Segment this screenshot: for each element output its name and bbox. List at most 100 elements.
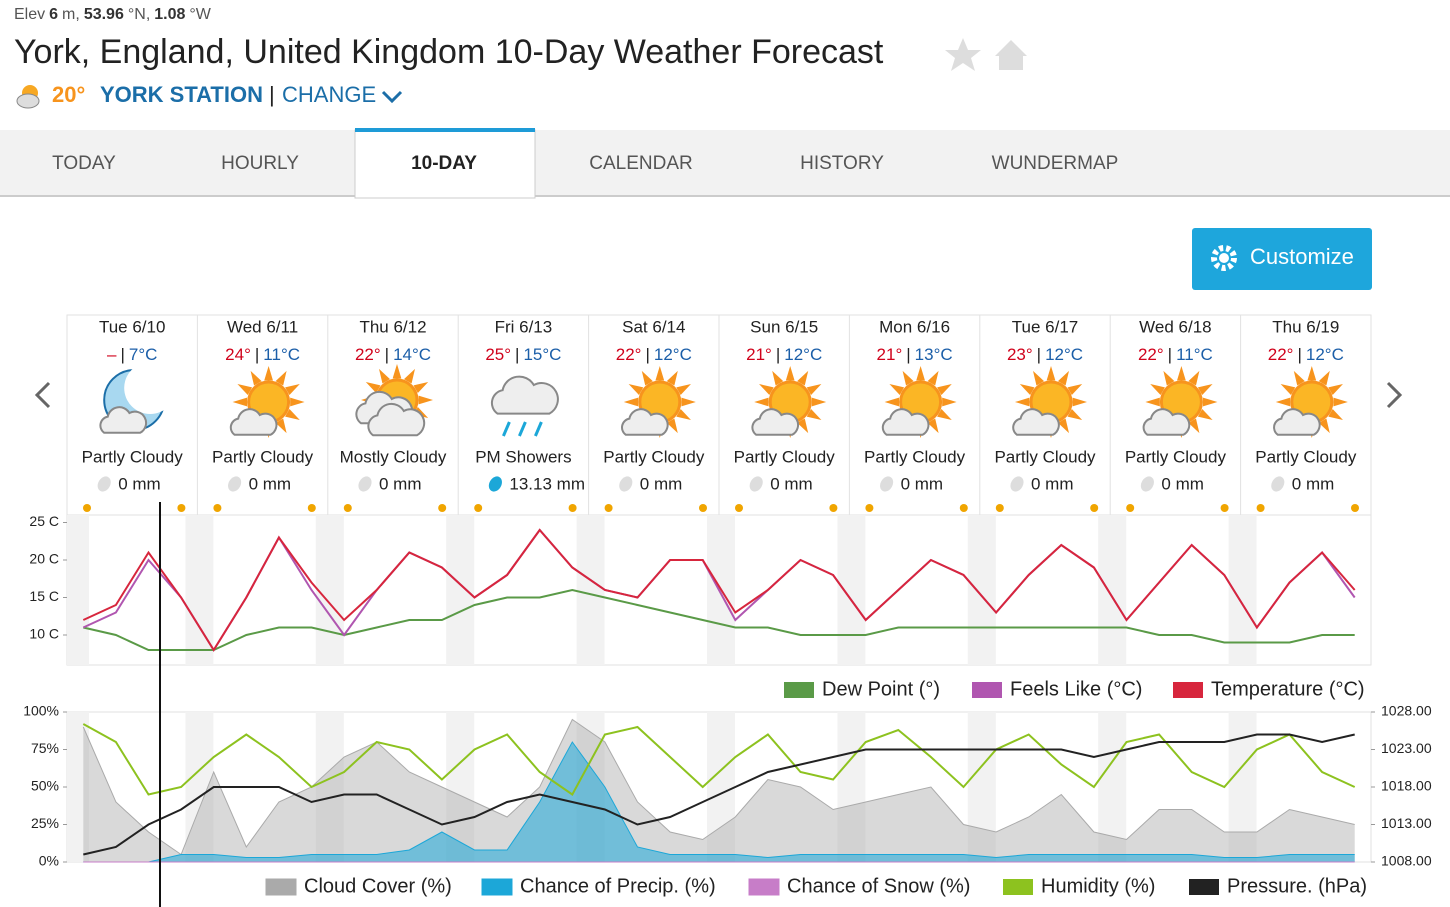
low-temp: 12°C [1306,345,1344,364]
sun-ray [365,382,381,394]
legend-swatch [1003,879,1033,895]
rain-drop [534,421,543,437]
change-link[interactable]: CHANGE [282,82,376,107]
next-arrow[interactable] [1386,381,1403,409]
sun-ray [1177,366,1186,381]
day-precip: 0 mm [770,474,813,493]
precip-icon [358,476,372,492]
legend-label[interactable]: Chance of Snow (%) [787,875,970,897]
tab[interactable]: TODAY [52,153,116,174]
legend-swatch [784,682,814,698]
tab[interactable]: CALENDAR [589,153,692,174]
prev-arrow[interactable] [34,381,51,409]
day-condition: Partly Cloudy [212,447,314,466]
day-date: Thu 6/12 [359,317,426,336]
night-band [576,515,605,665]
high-temp: 22° [616,345,642,364]
y-tick-label: 100% [23,703,59,719]
elevation-part: °N, [128,6,150,23]
night-band [837,712,866,862]
night-band [707,712,735,862]
day-temps: 25° | 15°C [485,345,561,364]
day-precip: 13.13 mm [509,474,585,493]
day-precip: 0 mm [1161,474,1204,493]
day-precip: 0 mm [379,474,422,493]
series-line [82,723,1356,796]
high-temp: 24° [225,345,251,364]
sun-ray [1033,370,1045,386]
night-band [315,515,344,665]
sun-ray [902,370,914,386]
sun-marker [474,504,483,512]
legend-swatch [1173,682,1203,698]
page-title: York, England, United Kingdom 10-Day Wea… [14,33,884,71]
cloud-icon [490,375,559,415]
tab[interactable]: HOURLY [221,153,299,174]
legend-label[interactable]: Chance of Precip. (%) [520,875,716,897]
precip-icon [1010,476,1024,492]
y2-tick-label: 1013.00 [1381,815,1432,831]
legend-label[interactable]: Temperature (°C) [1211,678,1365,700]
day-condition: Partly Cloudy [1255,447,1357,466]
cloud-icon [881,408,930,436]
legend-label[interactable]: Pressure. (hPa) [1227,875,1367,897]
gear-hub [1219,253,1229,263]
day-condition: Partly Cloudy [734,447,836,466]
tab[interactable]: 10-DAY [411,153,477,174]
sun-ray [1046,366,1056,381]
customize-label[interactable]: Customize [1250,244,1354,269]
day-temps: 22° | 12°C [616,345,692,364]
cloud-icon [1012,408,1060,436]
day-temps: 24° | 11°C [225,345,300,364]
temp-separator: | [906,345,910,364]
sun-ray [1328,384,1343,396]
series-line [83,588,1355,651]
sun-ray [628,384,644,396]
day-condition: PM Showers [475,447,571,466]
customize-button[interactable] [1192,228,1372,290]
sun-ray [418,395,433,405]
home-icon[interactable] [995,40,1027,70]
sun-ray [676,408,691,420]
cloud-icon [621,408,669,436]
day-condition: Partly Cloudy [994,447,1096,466]
low-temp: 7°C [129,345,158,364]
sun-marker [568,504,577,512]
precip-icon [228,476,242,492]
sun-ray [1067,384,1083,396]
day-precip: 0 mm [640,474,683,493]
sun-ray [681,397,696,407]
sun-marker [959,504,968,512]
sun-marker [438,504,447,512]
day-temps: 22° | 11°C [1138,345,1213,364]
legend-label[interactable]: Cloud Cover (%) [304,875,452,897]
tab[interactable]: WUNDERMAP [992,153,1119,174]
change-chevron[interactable] [381,90,403,104]
sun-ray [797,418,809,434]
legend-label[interactable]: Humidity (%) [1041,875,1155,897]
sun-ray [1072,397,1087,407]
legend-label[interactable]: Dew Point (°) [822,678,940,700]
temp-separator: | [515,345,519,364]
sun-ray [285,408,300,420]
legend-label[interactable]: Feels Like (°C) [1010,678,1142,700]
elevation-part: m, [62,6,80,23]
day-date: Sat 6/14 [622,317,685,336]
tab[interactable]: HISTORY [800,153,884,174]
sun-ray [250,370,262,386]
sun-ray [754,397,769,407]
sun-ray [1307,366,1317,381]
sun-marker [83,504,91,512]
sun-marker [1351,504,1359,512]
star-icon[interactable] [945,38,981,71]
sun-ray [655,366,665,381]
sun-marker [1256,504,1265,512]
temp-separator: | [1297,345,1301,364]
sun-ray [1197,384,1213,396]
legend-swatch [748,878,780,896]
station-name[interactable]: YORK STATION [100,82,263,107]
precip-icon [97,476,111,492]
legend-swatch [1189,879,1219,895]
day-precip: 0 mm [118,474,161,493]
